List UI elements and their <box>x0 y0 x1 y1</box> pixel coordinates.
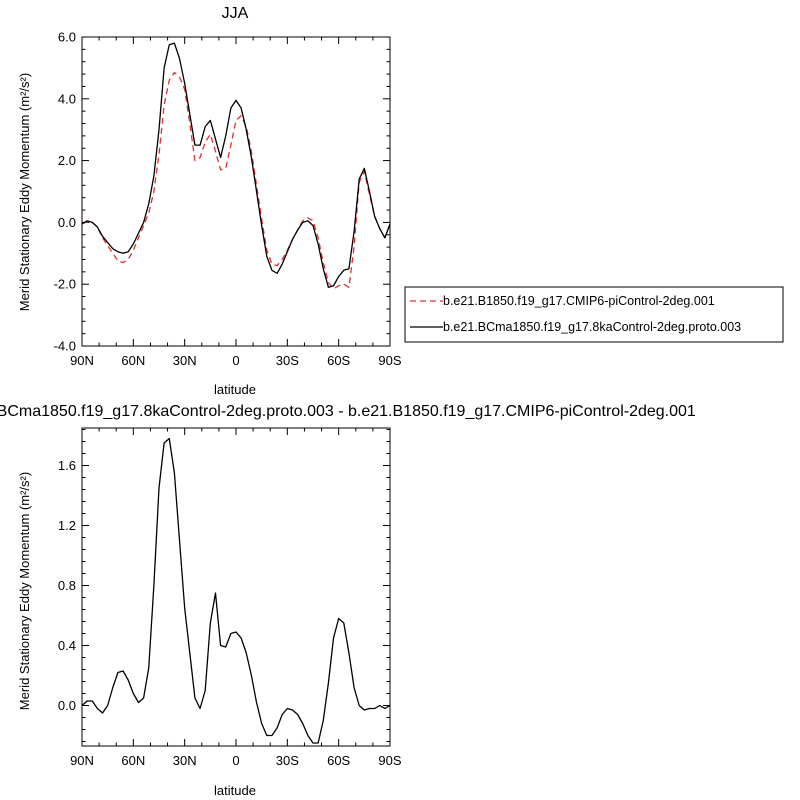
y-tick-label: -4.0 <box>54 339 76 354</box>
top-chart-ylabel: Merid Stationary Eddy Momentum (m²/s²) <box>17 73 32 311</box>
x-tick-label: 30N <box>173 753 197 768</box>
bottom-chart-ylabel: Merid Stationary Eddy Momentum (m²/s²) <box>17 472 32 710</box>
y-tick-label: 6.0 <box>58 30 76 45</box>
top-chart-plot-area: 90N 60N 30N 0 30S 60S 90S -4.0 -2.0 0.0 2.0 4.0 6.0 <box>54 30 402 369</box>
y-tick-label: 4.0 <box>58 91 76 106</box>
top-chart: JJA 90N 60N 30N 0 30S 60S 90S -4.0 -2.0 0.0 2.0 4.0… <box>17 5 784 397</box>
x-tick-label: 60S <box>327 353 350 368</box>
bottom-chart: b.e21.BCma1850.f19_g17.8kaControl-2deg.p… <box>0 403 696 798</box>
series-line-2 <box>81 42 391 288</box>
x-tick-label: 30S <box>276 753 299 768</box>
plot-frame <box>81 427 391 747</box>
y-tick-label: 1.6 <box>58 458 76 473</box>
bottom-chart-title: b.e21.BCma1850.f19_g17.8kaControl-2deg.p… <box>0 403 696 420</box>
bottom-chart-xlabel: latitude <box>214 783 256 798</box>
x-tick-label: 30N <box>173 353 197 368</box>
x-tick-label: 90N <box>70 353 94 368</box>
legend-entry-series-1: b.e21.B1850.f19_g17.CMIP6-piControl-2deg… <box>443 294 715 308</box>
legend-box <box>404 286 784 343</box>
x-tick-label: 90S <box>378 353 401 368</box>
y-tick-label: 0.0 <box>58 215 76 230</box>
y-tick-label: 0.0 <box>58 698 76 713</box>
legend-entry-series-2: b.e21.BCma1850.f19_g17.8kaControl-2deg.p… <box>443 320 741 334</box>
y-tick-label: 0.8 <box>58 578 76 593</box>
y-tick-label: 0.4 <box>58 638 76 653</box>
bottom-chart-plot-area: 90N 60N 30N 0 30S 60S 90S 0.0 0.4 0.8 1.2 1.6 <box>58 427 402 768</box>
y-tick-label: 1.2 <box>58 518 76 533</box>
top-chart-xlabel: latitude <box>214 382 256 397</box>
y-tick-label: -2.0 <box>54 277 76 292</box>
top-chart-legend: b.e21.B1850.f19_g17.CMIP6-piControl-2deg… <box>404 286 784 343</box>
x-tick-label: 30S <box>276 353 299 368</box>
x-tick-label: 90S <box>378 753 401 768</box>
y-tick-label: 2.0 <box>58 153 76 168</box>
x-tick-label: 60N <box>121 353 145 368</box>
series-line-1 <box>81 437 391 744</box>
series-line-1 <box>81 71 391 290</box>
x-tick-label: 90N <box>70 753 94 768</box>
x-tick-label: 0 <box>232 753 239 768</box>
x-tick-label: 60N <box>121 753 145 768</box>
top-chart-title: JJA <box>222 5 249 22</box>
x-tick-label: 0 <box>232 353 239 368</box>
x-tick-label: 60S <box>327 753 350 768</box>
plot-frame <box>81 36 391 347</box>
